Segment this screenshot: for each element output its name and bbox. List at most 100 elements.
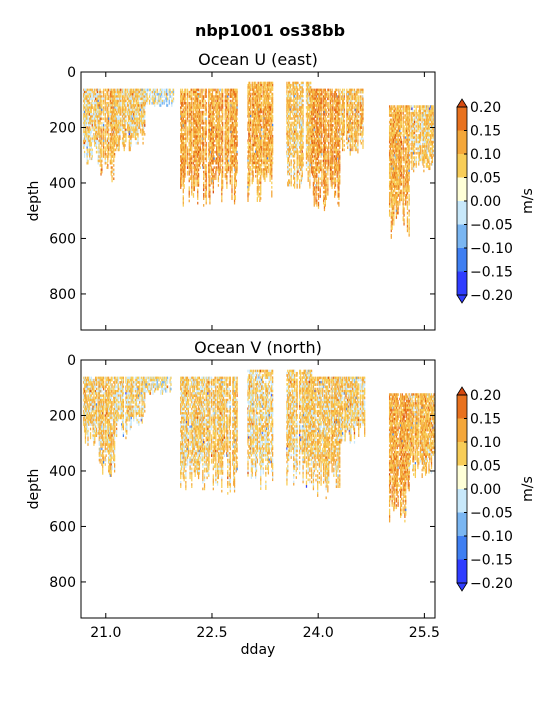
heatmap-cell: [98, 155, 99, 158]
heatmap-cell: [222, 162, 223, 165]
heatmap-cell: [226, 186, 227, 189]
heatmap-cell: [289, 173, 290, 176]
panel-title: Ocean U (east): [198, 50, 318, 69]
heatmap-cell: [101, 160, 102, 163]
heatmap-cell: [108, 129, 109, 132]
heatmap-cell: [214, 109, 215, 112]
heatmap-cell: [105, 89, 106, 92]
heatmap-cell: [214, 113, 215, 116]
heatmap-cell: [236, 144, 237, 147]
heatmap-cell: [261, 91, 262, 94]
heatmap-cell: [250, 88, 251, 91]
heatmap-cell: [103, 155, 104, 158]
heatmap-cell: [261, 128, 262, 131]
heatmap-cell: [236, 153, 237, 156]
heatmap-cell: [247, 199, 248, 202]
heatmap-cell: [147, 89, 148, 92]
heatmap-cell: [114, 155, 115, 158]
heatmap-cell: [291, 155, 292, 158]
heatmap-cell: [291, 111, 292, 114]
heatmap-cell: [250, 162, 251, 165]
heatmap-cell: [193, 195, 194, 198]
heatmap-cell: [136, 142, 137, 145]
heatmap-cell: [218, 184, 219, 187]
heatmap-cell: [228, 89, 229, 92]
heatmap-cell: [206, 95, 207, 98]
heatmap-cell: [191, 118, 192, 121]
heatmap-cell: [92, 157, 93, 160]
heatmap-cell: [272, 119, 273, 122]
heatmap-cell: [185, 162, 186, 165]
heatmap-cell: [167, 98, 168, 101]
heatmap-cell: [113, 177, 114, 180]
heatmap-cell: [105, 142, 106, 145]
heatmap-cell: [84, 155, 85, 158]
heatmap-cell: [206, 135, 207, 138]
heatmap-cell: [206, 113, 207, 116]
heatmap-cell: [113, 160, 114, 163]
heatmap-cell: [108, 89, 109, 92]
heatmap-cell: [84, 144, 85, 147]
heatmap-cell: [136, 137, 137, 140]
heatmap-cell: [272, 153, 273, 156]
heatmap-cell: [236, 113, 237, 116]
heatmap-cell: [213, 191, 214, 194]
heatmap-cell: [215, 177, 216, 180]
heatmap-cell: [107, 160, 108, 163]
heatmap-cell: [197, 202, 198, 205]
heatmap-cell: [130, 149, 131, 152]
heatmap-cell: [125, 122, 126, 125]
heatmap-cell: [185, 98, 186, 101]
heatmap-cell: [171, 104, 172, 107]
heatmap-cell: [103, 118, 104, 121]
heatmap-cell: [203, 122, 204, 125]
heatmap-cell: [114, 144, 115, 147]
heatmap-cell: [236, 124, 237, 127]
heatmap-cell: [206, 202, 207, 205]
heatmap-cell: [167, 93, 168, 96]
heatmap-cell: [271, 182, 272, 185]
heatmap-cell: [203, 189, 204, 192]
heatmap-cell: [258, 195, 259, 198]
heatmap-cell: [214, 151, 215, 154]
heatmap-cell: [187, 166, 188, 169]
heatmap-cell: [214, 140, 215, 143]
heatmap-cell: [108, 124, 109, 127]
heatmap-cell: [101, 171, 102, 174]
heatmap-cell: [294, 186, 295, 189]
heatmap-cell: [257, 199, 258, 202]
heatmap-cell: [214, 146, 215, 149]
heatmap-cell: [222, 186, 223, 189]
heatmap-cell: [111, 162, 112, 165]
heatmap-cell: [108, 155, 109, 158]
heatmap-cell: [214, 177, 215, 180]
heatmap-cell: [187, 140, 188, 143]
heatmap-cell: [187, 173, 188, 176]
heatmap-cell: [198, 169, 199, 172]
heatmap-cell: [272, 162, 273, 165]
heatmap-cell: [291, 117, 292, 120]
heatmap-cell: [228, 93, 229, 96]
heatmap-cell: [101, 118, 102, 121]
heatmap-cell: [235, 197, 236, 200]
heatmap-cell: [272, 157, 273, 160]
heatmap-cell: [203, 106, 204, 109]
heatmap-cell: [261, 119, 262, 122]
heatmap-cell: [195, 184, 196, 187]
heatmap-cell: [187, 120, 188, 123]
heatmap-cell: [146, 102, 147, 105]
heatmap-cell: [236, 118, 237, 121]
heatmap-cell: [291, 84, 292, 87]
heatmap-cell: [203, 113, 204, 116]
heatmap-cell: [142, 142, 143, 145]
heatmap-cell: [120, 113, 121, 116]
heatmap-cell: [103, 113, 104, 116]
heatmap-cell: [101, 111, 102, 114]
heatmap-cell: [144, 124, 145, 127]
heatmap-cell: [255, 175, 256, 178]
heatmap-cell: [197, 197, 198, 200]
heatmap-cell: [113, 164, 114, 167]
heatmap-cell: [228, 169, 229, 172]
heatmap-cell: [261, 111, 262, 114]
heatmap-cell: [294, 155, 295, 158]
